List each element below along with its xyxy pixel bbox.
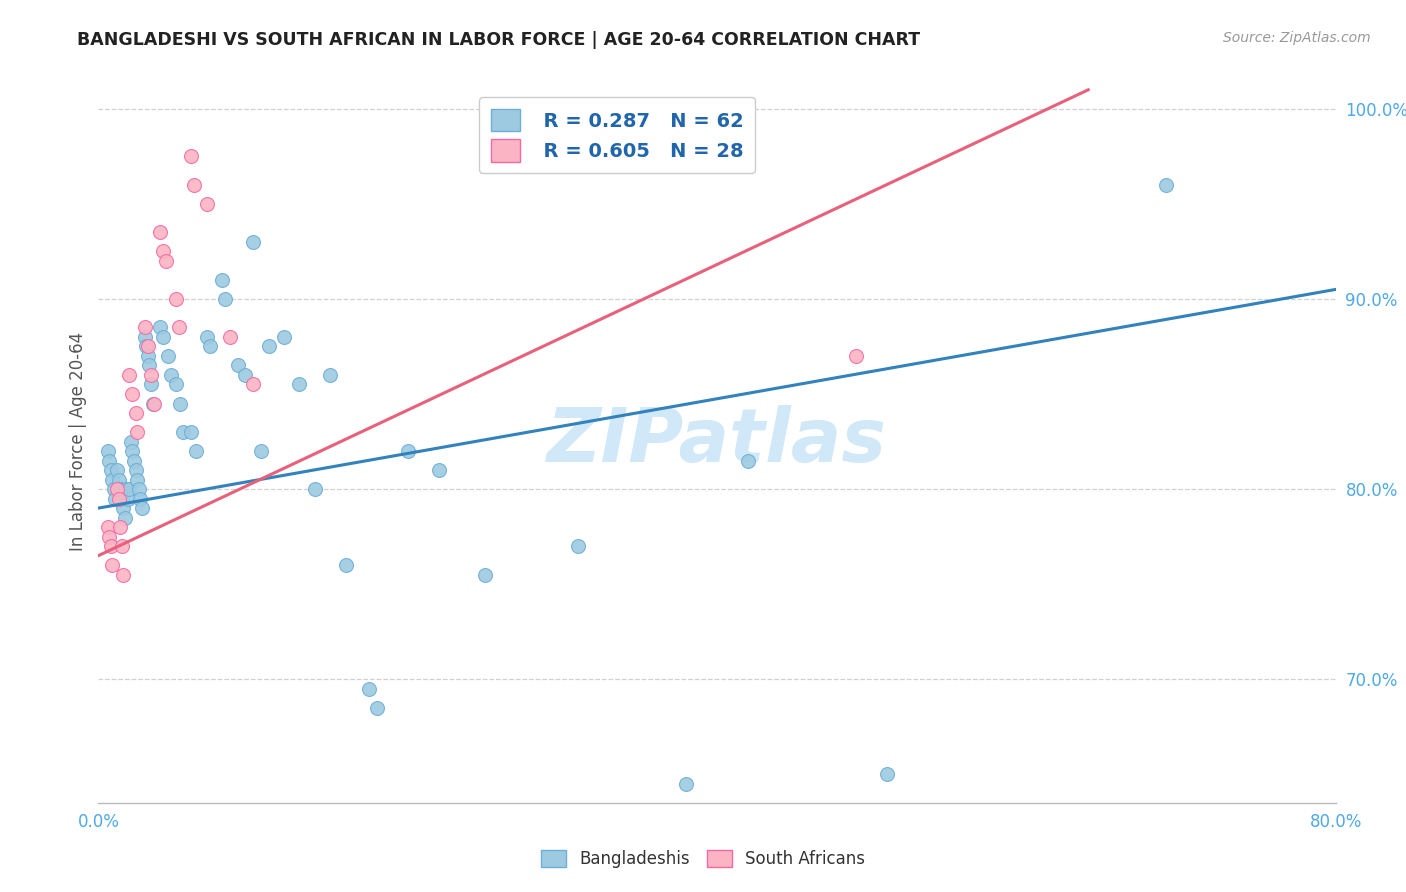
Point [114,510,136,524]
Point [165,377,187,392]
Point [105,482,128,496]
Point [127,425,149,439]
Point [100,539,122,553]
Point [124,463,146,477]
Point [149,320,172,334]
Point [180,149,202,163]
Point [167,320,190,334]
Point [366,700,388,714]
Point [152,330,174,344]
Point [118,368,141,382]
Point [211,273,233,287]
Point [111,491,132,506]
Point [567,539,589,553]
Point [396,444,419,458]
Point [107,491,129,506]
Point [117,491,139,506]
Point [131,501,153,516]
Point [101,473,124,487]
Point [107,473,129,487]
Point [152,244,174,259]
Point [138,359,160,373]
Point [101,558,124,573]
Point [124,406,146,420]
Point [141,396,165,410]
Point [103,482,125,496]
Point [135,339,157,353]
Point [169,396,191,410]
Point [257,339,280,353]
Point [134,330,156,344]
Point [143,396,166,410]
Point [120,434,142,449]
Point [127,473,149,487]
Point [214,292,236,306]
Point [139,368,162,382]
Point [111,539,132,553]
Point [335,558,357,573]
Point [288,377,311,392]
Text: BANGLADESHI VS SOUTH AFRICAN IN LABOR FORCE | AGE 20-64 CORRELATION CHART: BANGLADESHI VS SOUTH AFRICAN IN LABOR FO… [77,31,921,49]
Point [108,520,131,534]
Point [242,235,264,249]
Point [737,453,759,467]
Point [105,463,128,477]
Y-axis label: In Labor Force | Age 20-64: In Labor Force | Age 20-64 [69,332,87,551]
Point [136,349,159,363]
Point [122,453,145,467]
Point [219,330,242,344]
Point [108,482,131,496]
Point [98,530,121,544]
Text: ZIPatlas: ZIPatlas [547,405,887,478]
Legend:   R = 0.287   N = 62,   R = 0.605   N = 28: R = 0.287 N = 62, R = 0.605 N = 28 [479,97,755,173]
Point [149,226,172,240]
Point [183,178,205,192]
Point [198,339,221,353]
Point [115,482,138,496]
Point [304,482,326,496]
Point [136,339,159,353]
Point [474,567,496,582]
Point [118,482,141,496]
Legend: Bangladeshis, South Africans: Bangladeshis, South Africans [534,843,872,875]
Point [157,349,180,363]
Point [134,320,156,334]
Point [427,463,450,477]
Point [160,368,183,382]
Point [845,349,868,363]
Point [129,491,152,506]
Point [675,777,697,791]
Point [155,253,177,268]
Point [121,387,143,401]
Point [98,453,121,467]
Point [250,444,273,458]
Point [195,330,218,344]
Point [97,444,120,458]
Point [112,567,135,582]
Point [112,501,135,516]
Point [100,463,122,477]
Point [180,425,202,439]
Point [233,368,257,382]
Point [184,444,207,458]
Point [97,520,120,534]
Point [242,377,264,392]
Point [139,377,162,392]
Point [226,359,249,373]
Point [104,491,127,506]
Point [1154,178,1177,192]
Point [172,425,194,439]
Point [357,681,380,696]
Point [273,330,295,344]
Point [195,197,218,211]
Point [165,292,187,306]
Point [121,444,143,458]
Text: Source: ZipAtlas.com: Source: ZipAtlas.com [1223,31,1371,45]
Point [319,368,342,382]
Point [128,482,150,496]
Point [876,767,898,781]
